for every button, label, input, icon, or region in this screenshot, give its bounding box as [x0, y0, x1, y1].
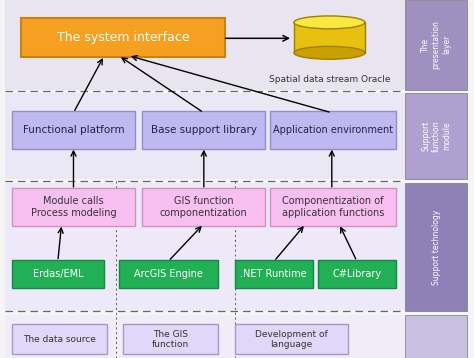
- FancyBboxPatch shape: [405, 183, 467, 311]
- FancyBboxPatch shape: [405, 0, 467, 90]
- FancyBboxPatch shape: [405, 93, 467, 179]
- Text: Module calls
Process modeling: Module calls Process modeling: [31, 196, 116, 218]
- FancyBboxPatch shape: [405, 315, 467, 358]
- FancyBboxPatch shape: [12, 188, 135, 226]
- Text: The
presentation
layer: The presentation layer: [421, 20, 451, 69]
- Text: Erdas/EML: Erdas/EML: [33, 269, 83, 279]
- FancyBboxPatch shape: [318, 260, 396, 288]
- Text: GIS function
componentization: GIS function componentization: [160, 196, 248, 218]
- FancyBboxPatch shape: [270, 188, 396, 226]
- FancyBboxPatch shape: [12, 260, 104, 288]
- Text: .NET Runtime: .NET Runtime: [240, 269, 307, 279]
- Text: Support technology: Support technology: [432, 209, 440, 285]
- FancyBboxPatch shape: [235, 324, 348, 354]
- Text: The system interface: The system interface: [57, 31, 190, 44]
- Polygon shape: [294, 22, 365, 53]
- Text: The GIS
function: The GIS function: [152, 329, 189, 349]
- FancyBboxPatch shape: [12, 111, 135, 149]
- Text: C#Library: C#Library: [332, 269, 381, 279]
- FancyBboxPatch shape: [21, 18, 225, 57]
- FancyBboxPatch shape: [5, 0, 405, 90]
- FancyBboxPatch shape: [123, 324, 218, 354]
- Text: Support
function
module: Support function module: [421, 120, 451, 152]
- Text: The data source: The data source: [23, 335, 96, 344]
- Ellipse shape: [294, 16, 365, 29]
- Text: Spatial data stream Oracle: Spatial data stream Oracle: [269, 75, 390, 84]
- FancyBboxPatch shape: [142, 188, 265, 226]
- Text: Development of
language: Development of language: [255, 329, 328, 349]
- Text: Application environment: Application environment: [273, 125, 393, 135]
- Text: Functional platform: Functional platform: [23, 125, 124, 135]
- FancyBboxPatch shape: [142, 111, 265, 149]
- FancyBboxPatch shape: [5, 93, 405, 179]
- Text: Componentization of
application functions: Componentization of application function…: [282, 196, 384, 218]
- FancyBboxPatch shape: [5, 315, 405, 358]
- FancyBboxPatch shape: [5, 183, 405, 311]
- Text: ArcGIS Engine: ArcGIS Engine: [134, 269, 203, 279]
- FancyBboxPatch shape: [270, 111, 396, 149]
- FancyBboxPatch shape: [235, 260, 313, 288]
- FancyBboxPatch shape: [118, 260, 218, 288]
- FancyBboxPatch shape: [12, 324, 107, 354]
- Text: Base support library: Base support library: [151, 125, 257, 135]
- Ellipse shape: [294, 46, 365, 59]
